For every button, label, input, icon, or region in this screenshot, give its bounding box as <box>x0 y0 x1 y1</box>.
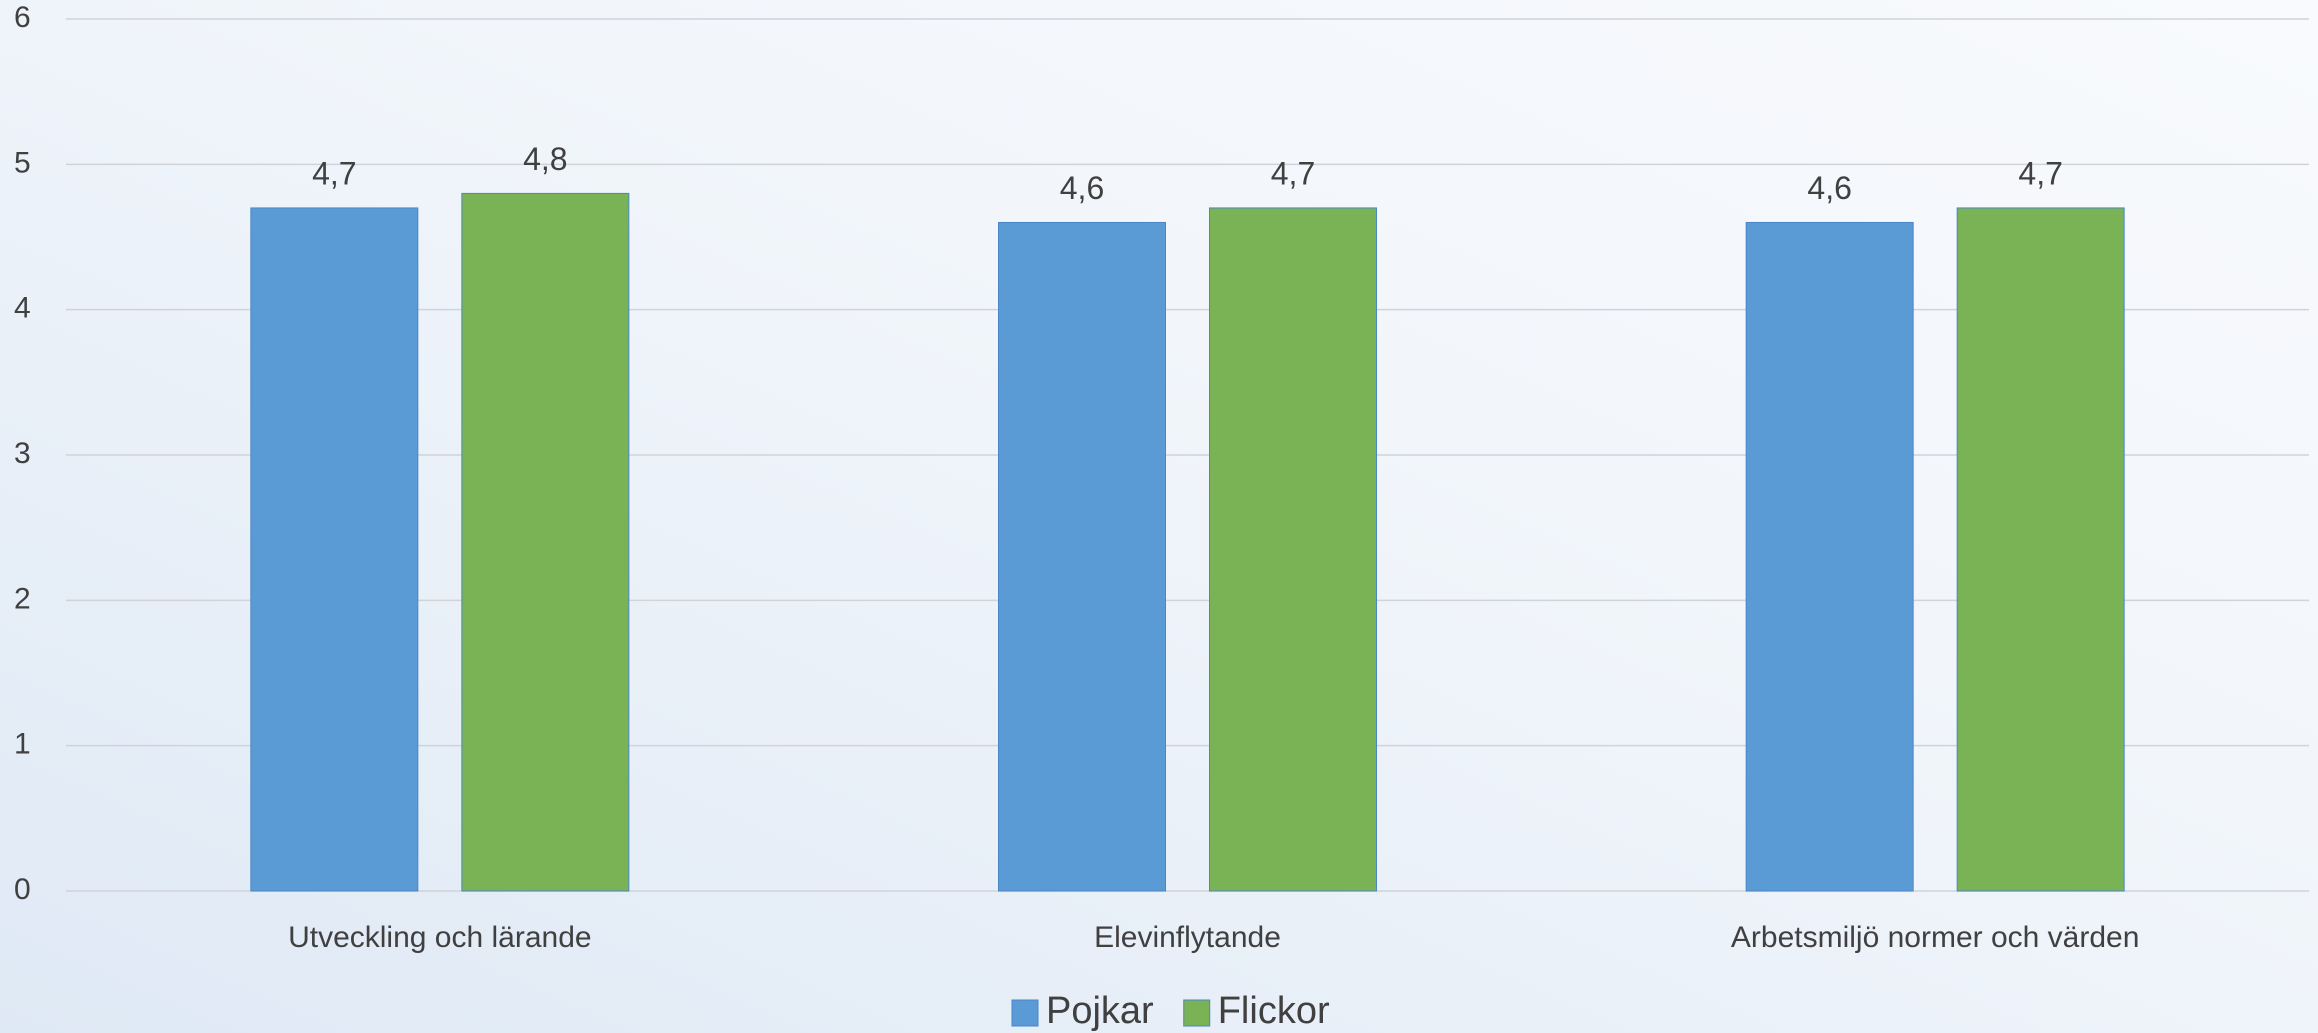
x-tick-label: Arbetsmiljö normer och värden <box>1731 921 2140 954</box>
legend-swatch <box>1011 999 1039 1027</box>
legend-label: Flickor <box>1218 990 1330 1032</box>
bar <box>461 192 630 892</box>
value-label: 4,6 <box>1060 170 1104 206</box>
bar <box>1209 207 1377 892</box>
bar <box>250 207 419 892</box>
y-tick-label: 0 <box>14 873 31 906</box>
value-label: 4,8 <box>523 141 567 177</box>
value-label: 4,7 <box>312 155 356 191</box>
y-tick-label: 4 <box>14 292 31 325</box>
y-tick-label: 2 <box>14 582 31 615</box>
y-tick-label: 1 <box>14 728 31 761</box>
y-tick-label: 6 <box>14 1 31 34</box>
x-tick-label: Utveckling och lärande <box>288 921 592 954</box>
value-label: 4,6 <box>1807 170 1851 206</box>
bar <box>1745 221 1914 892</box>
x-tick-label: Elevinflytande <box>1094 921 1281 954</box>
value-label: 4,7 <box>1271 155 1315 191</box>
y-tick-label: 3 <box>14 437 31 470</box>
y-tick-label: 5 <box>14 146 31 179</box>
legend-label: Pojkar <box>1046 990 1154 1032</box>
legend-swatch <box>1183 999 1211 1027</box>
bar <box>998 221 1166 892</box>
bar <box>1956 207 2125 892</box>
value-label: 4,7 <box>2018 155 2062 191</box>
